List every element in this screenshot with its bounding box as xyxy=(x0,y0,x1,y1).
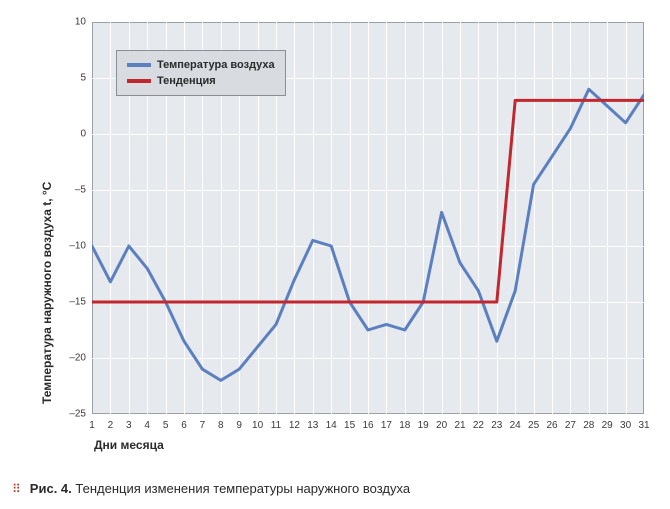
legend-swatch-temperature xyxy=(127,63,151,67)
caption-marker-icon: ⠿ xyxy=(12,483,22,495)
legend-label-trend: Тенденция xyxy=(157,73,216,89)
x-axis-title: Дни месяца xyxy=(94,438,164,452)
legend-item-temperature: Температура воздуха xyxy=(127,57,275,73)
series-line xyxy=(92,89,644,380)
caption-text: Рис. 4. Тенденция изменения температуры … xyxy=(30,481,410,496)
figure-caption: ⠿ Рис. 4. Тенденция изменения температур… xyxy=(12,481,410,496)
series-line xyxy=(92,100,644,302)
legend-item-trend: Тенденция xyxy=(127,73,275,89)
y-axis-title: Температура наружного воздуха t, °С xyxy=(40,182,54,404)
legend-label-temperature: Температура воздуха xyxy=(157,57,275,73)
caption-prefix: Рис. 4. xyxy=(30,481,72,496)
legend-swatch-trend xyxy=(127,79,151,83)
figure-container: –25–20–15–10–505101234567891011121314151… xyxy=(0,0,670,509)
series-svg xyxy=(0,0,670,509)
caption-body: Тенденция изменения температуры наружног… xyxy=(75,481,410,496)
legend: Температура воздуха Тенденция xyxy=(116,50,286,96)
